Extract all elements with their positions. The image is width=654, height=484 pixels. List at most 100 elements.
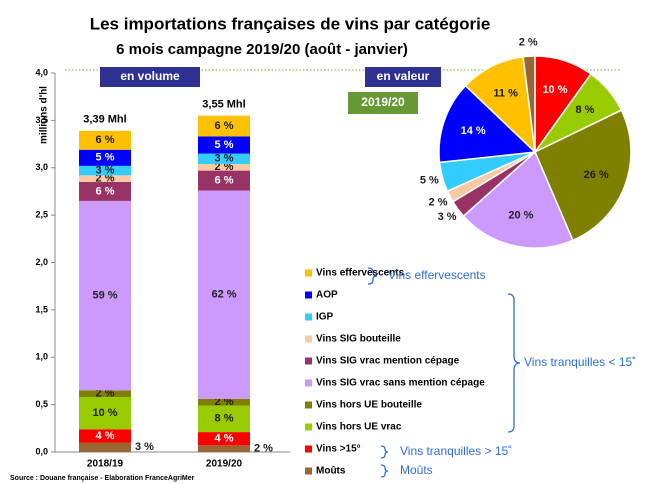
group-label: Vins tranquilles > 15˚ — [400, 444, 512, 458]
label-box — [365, 67, 441, 87]
legend-swatch — [305, 401, 312, 409]
legend-label: Vins SIG vrac mention cépage — [316, 356, 460, 367]
y-tick-label: 2,5 — [35, 210, 48, 220]
y-tick-label: 1,5 — [35, 304, 48, 314]
bar-segment — [198, 445, 250, 452]
pie-slice — [438, 84, 537, 164]
label-box — [100, 67, 200, 87]
data-label: 11 % — [493, 88, 518, 100]
y-axis-label: millions d'hl — [39, 86, 50, 144]
bar-segment — [198, 170, 250, 191]
pie-slice — [464, 55, 537, 154]
bar-segment — [198, 398, 250, 406]
bar-segment — [198, 153, 250, 164]
bar-segment — [79, 397, 131, 430]
source: Source : Douane française - Elaboration … — [10, 475, 195, 482]
data-label: 8 % — [215, 413, 234, 425]
label: 2019/20 — [361, 95, 405, 109]
data-label: 5 % — [96, 152, 115, 164]
data-label: 20 % — [508, 210, 533, 222]
legend-label: Vins SIG vrac sans mention cépage — [316, 378, 485, 389]
group-label: Moûts — [400, 463, 433, 477]
legend-swatch — [305, 445, 312, 453]
bar-segment — [79, 175, 131, 182]
label: en volume — [120, 69, 180, 83]
legend-swatch — [305, 313, 312, 321]
y-tick-label: 4,0 — [35, 67, 48, 77]
data-label: 59 % — [92, 290, 117, 302]
y-tick-label: 1,0 — [35, 352, 48, 362]
y-tick-label: 2,0 — [35, 257, 48, 267]
bar-segment — [79, 200, 131, 391]
data-label: 2 % — [519, 37, 538, 49]
data-label: 8 % — [575, 104, 594, 116]
data-label: 2 % — [96, 173, 115, 185]
label: en valeur — [377, 69, 430, 83]
data-label: 6 % — [215, 174, 234, 186]
legend-label: Moûts — [316, 466, 346, 477]
data-label: 4 % — [96, 430, 115, 442]
x-tick-label: 2019/20 — [206, 459, 243, 470]
data-label: 10 % — [542, 84, 567, 96]
legend-swatch — [305, 269, 312, 277]
braces — [367, 267, 521, 478]
bar-segment — [79, 149, 131, 166]
title: Les importations françaises de vins par … — [90, 14, 491, 33]
y-tick-label: 3,0 — [35, 162, 48, 172]
pie-slice — [462, 150, 574, 249]
legend-swatch — [305, 379, 312, 387]
data-label: 26 % — [584, 169, 609, 181]
bar-segment — [198, 432, 250, 446]
total-label: 3,55 Mhl — [202, 99, 245, 111]
group-label: Vins tranquilles < 15˚ — [524, 355, 636, 369]
data-label: 6 % — [96, 134, 115, 146]
data-label: 3 % — [135, 441, 154, 453]
data-label: 2 % — [429, 197, 448, 209]
total-label: 3,39 Mhl — [83, 114, 126, 126]
legend-label: Vins hors UE vrac — [316, 422, 402, 433]
legend-label: Vins >15° — [316, 444, 361, 455]
legend-label: IGP — [316, 312, 334, 323]
bar-segment — [79, 181, 131, 201]
bar-segment — [79, 130, 131, 150]
data-label: 3 % — [438, 211, 457, 223]
bar-segment — [198, 136, 250, 154]
data-label: 3 % — [215, 153, 234, 165]
legend-label: AOP — [316, 290, 338, 301]
data-label: 6 % — [215, 120, 234, 132]
legend-label: Vins hors UE bouteille — [316, 400, 422, 411]
data-label: 6 % — [96, 185, 115, 197]
legend-swatch — [305, 467, 312, 475]
label-box — [348, 92, 418, 114]
group-label: Vins effervescents — [388, 268, 486, 282]
bar-segment — [79, 429, 131, 443]
legend-swatch — [305, 291, 312, 299]
legend-swatch — [305, 357, 312, 365]
data-label: 2 % — [96, 388, 115, 400]
data-label: 5 % — [420, 175, 439, 187]
data-label: 14 % — [461, 125, 486, 137]
bar-segment — [198, 115, 250, 137]
bar-segment — [198, 190, 250, 399]
legend-label: Vins SIG bouteille — [316, 334, 401, 345]
subtitle: 6 mois campagne 2019/20 (août - janvier) — [116, 41, 408, 58]
data-label: 2 % — [254, 443, 273, 455]
y-tick-label: 3,5 — [35, 115, 48, 125]
data-label: 10 % — [92, 407, 117, 419]
data-label: 62 % — [211, 289, 236, 301]
y-tick-label: 0,5 — [35, 399, 48, 409]
legend-swatch — [305, 423, 312, 431]
x-tick-label: 2018/19 — [87, 459, 124, 470]
data-label: 2 % — [215, 396, 234, 408]
bar-segment — [79, 165, 131, 176]
data-label: 5 % — [215, 139, 234, 151]
bar-segment — [198, 405, 250, 433]
data-label: 4 % — [215, 433, 234, 445]
y-tick-label: 0,0 — [35, 446, 48, 456]
bar-segment — [79, 390, 131, 398]
data-label: 2 % — [215, 161, 234, 173]
legend-swatch — [305, 335, 312, 343]
bar-segment — [79, 442, 131, 452]
bar-segment — [198, 163, 250, 171]
